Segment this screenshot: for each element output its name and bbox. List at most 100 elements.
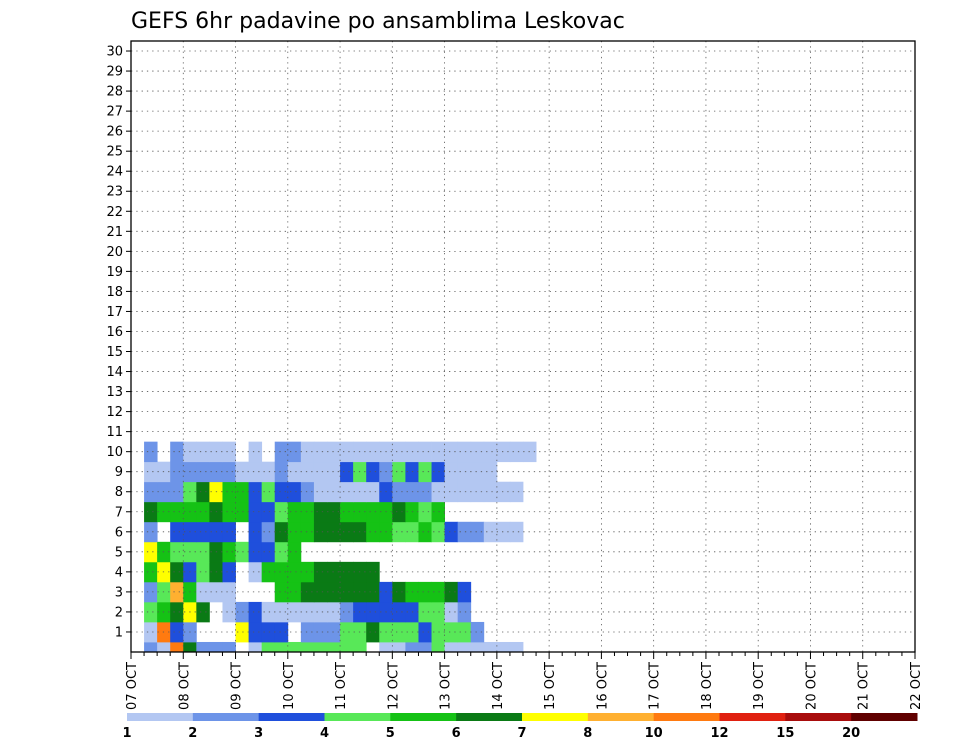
heatmap-cell [327, 461, 341, 483]
heatmap-cell [144, 541, 158, 563]
heatmap-cell [366, 581, 380, 603]
heatmap-cell [418, 501, 432, 523]
heatmap-cell [366, 461, 380, 483]
heatmap-cell [470, 461, 485, 483]
heatmap-cell [418, 441, 432, 463]
heatmap-cell [196, 501, 210, 523]
heatmap-cell [196, 521, 210, 543]
heatmap-cell [313, 641, 328, 653]
heatmap-cell [457, 621, 472, 643]
heatmap-cell [313, 481, 328, 503]
y-axis-ticks: 1234567891011121314151617181920212223242… [106, 45, 131, 640]
heatmap-cell [457, 641, 472, 653]
chart-title: GEFS 6hr padavine po ansamblima Leskovac [131, 9, 625, 34]
y-tick-label: 3 [115, 585, 123, 600]
heatmap-cell [392, 501, 406, 523]
heatmap-cell [170, 581, 184, 603]
heatmap-cell [235, 601, 249, 623]
heatmap-cell [274, 481, 289, 503]
heatmap-cell [379, 641, 393, 653]
y-tick-label: 21 [106, 225, 123, 240]
heatmap-cell [248, 601, 263, 623]
heatmap-cell [170, 441, 184, 463]
heatmap-cell [144, 621, 158, 643]
heatmap-cell [261, 501, 276, 523]
heatmap-cell [157, 641, 171, 653]
heatmap-cell [274, 621, 289, 643]
y-tick-label: 26 [106, 125, 123, 140]
x-tick-label: 19 OCT [752, 662, 767, 710]
heatmap-cell [287, 461, 302, 483]
heatmap-cell [196, 601, 210, 623]
heatmap-cell [457, 601, 472, 623]
colorbar-label: 7 [517, 726, 526, 741]
heatmap-cell [170, 521, 184, 543]
heatmap-cell [196, 461, 210, 483]
x-tick-label: 10 OCT [282, 662, 297, 710]
heatmap-cell [431, 481, 445, 503]
heatmap-cell [300, 581, 315, 603]
heatmap-cell [300, 521, 315, 543]
heatmap-cell [222, 601, 236, 623]
y-tick-label: 10 [106, 445, 123, 460]
heatmap-cell [274, 521, 289, 543]
heatmap-cell [340, 461, 354, 483]
heatmap-cell [509, 521, 524, 543]
heatmap-cell [509, 441, 524, 463]
heatmap-cell [313, 461, 328, 483]
y-tick-label: 6 [115, 525, 123, 540]
heatmap-cell [274, 461, 289, 483]
colorbar-swatch [390, 713, 457, 721]
heatmap-cell [222, 481, 236, 503]
heatmap-cell [483, 481, 498, 503]
x-axis-ticks: 07 OCT 08 OCT 09 OCT 10 OCT 11 OCT 12 OCT 13 O… [125, 652, 924, 710]
heatmap-cell [144, 601, 158, 623]
heatmap-cell [340, 621, 354, 643]
heatmap-cell [327, 481, 341, 503]
colorbar-label: 4 [320, 726, 329, 741]
heatmap-cell [444, 621, 459, 643]
heatmap-cell [509, 641, 524, 653]
y-tick-label: 16 [106, 325, 123, 340]
colorbar-label: 2 [188, 726, 197, 741]
y-tick-label: 9 [115, 465, 123, 480]
colorbar: 1 2 3 4 5 6 7 8 10 12 15 20 [122, 713, 918, 741]
heatmap-cell [392, 581, 406, 603]
heatmap-cell [496, 441, 511, 463]
heatmap-cell [196, 441, 210, 463]
y-tick-label: 28 [106, 85, 123, 100]
heatmap-cell [274, 561, 289, 583]
y-tick-label: 2 [115, 605, 123, 620]
heatmap-cell [444, 441, 459, 463]
heatmap-cell [144, 461, 158, 483]
heatmap-cell [196, 541, 210, 563]
heatmap-cell [340, 581, 354, 603]
heatmap-cell [274, 501, 289, 523]
heatmap-cell [483, 461, 498, 483]
heatmap-cell [431, 621, 445, 643]
heatmap-cell [209, 641, 223, 653]
colorbar-swatch [851, 713, 918, 721]
heatmap-cell [274, 641, 289, 653]
heatmap-cell [418, 461, 432, 483]
heatmap-cell [144, 501, 158, 523]
heatmap-cell [340, 481, 354, 503]
heatmap-cell [248, 641, 263, 653]
colorbar-swatch [192, 713, 260, 721]
heatmap-cell [222, 521, 236, 543]
heatmap-cell [300, 481, 315, 503]
heatmap-cell [313, 621, 328, 643]
colorbar-swatch [258, 713, 325, 721]
heatmap-cell [366, 441, 380, 463]
heatmap-cell [287, 601, 302, 623]
heatmap-cell [366, 601, 380, 623]
colorbar-swatch [324, 713, 391, 721]
heatmap-cell [170, 501, 184, 523]
y-tick-label: 30 [106, 45, 123, 60]
heatmap-cell [470, 521, 485, 543]
heatmap-cell [470, 481, 485, 503]
heatmap-cell [431, 641, 445, 653]
heatmap-cell [483, 521, 498, 543]
y-tick-label: 22 [106, 205, 123, 220]
heatmap-cell [170, 601, 184, 623]
